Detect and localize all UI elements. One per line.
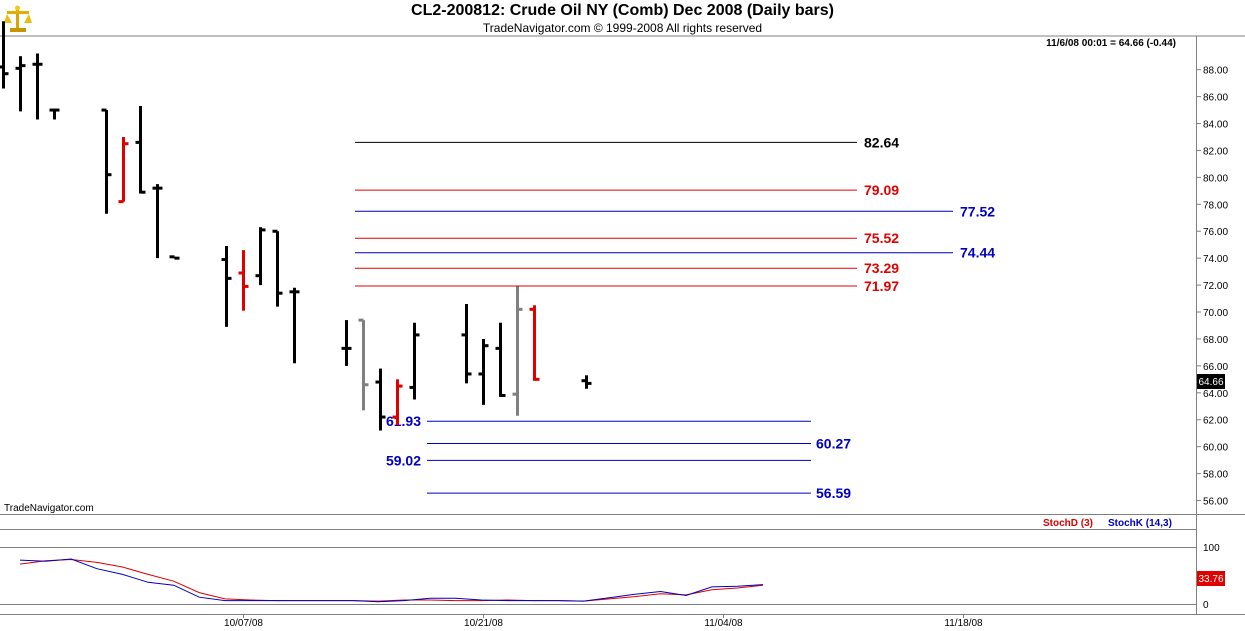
level-label: 74.44 <box>960 245 995 261</box>
level-label: 60.27 <box>816 436 851 452</box>
price-bar <box>529 305 540 381</box>
stoch-tick-label: 100 <box>1203 543 1220 554</box>
price-bar <box>512 286 523 416</box>
price-bar <box>135 106 146 194</box>
stochastic-lines <box>19 558 764 603</box>
date-tick-label: 11/04/08 <box>704 618 743 629</box>
price-panel-frame <box>0 35 1245 615</box>
stoch-last-label: 33.76 <box>1198 574 1223 585</box>
stoch-series-line <box>19 558 764 602</box>
price-axis: 56.00 58.00 60.00 62.00 64.00 66.00 68.00 70.00… <box>1196 66 1228 508</box>
price-bar <box>289 287 300 364</box>
watermark: TradeNavigator.com <box>4 503 94 514</box>
date-tick-label: 11/18/08 <box>944 618 983 629</box>
level-label: 77.52 <box>960 203 995 219</box>
quote-readout: 11/6/08 00:01 = 64.66 (-0.44) <box>1046 38 1176 49</box>
price-bar <box>221 246 232 327</box>
price-bar <box>358 318 369 411</box>
level-label: 61.93 <box>386 413 421 429</box>
level-label: 75.52 <box>864 230 899 246</box>
price-bar <box>272 229 283 307</box>
last-price-badge: 64.66 <box>1197 374 1225 389</box>
level-label: 79.09 <box>864 182 899 198</box>
stochastic-axis: 050100 <box>0 543 1220 611</box>
price-tick-label: 86.00 <box>1203 93 1228 104</box>
level-label: 56.59 <box>816 485 851 501</box>
price-bar <box>255 227 266 286</box>
chart-subtitle: TradeNavigator.com © 1999-2008 All right… <box>482 21 763 35</box>
price-tick-label: 74.00 <box>1203 254 1228 265</box>
level-label: 71.97 <box>864 278 899 294</box>
price-bar <box>49 108 60 120</box>
price-bar <box>152 184 163 259</box>
price-bar <box>409 322 420 400</box>
level-label: 59.02 <box>386 452 421 468</box>
title-bar: CL2-200812: Crude Oil NY (Comb) Dec 2008… <box>0 0 1245 36</box>
price-bar <box>495 322 506 398</box>
legend-stochk: StochK (14,3) <box>1108 518 1172 529</box>
price-bar <box>0 21 9 89</box>
price-bar <box>375 368 386 431</box>
price-tick-label: 58.00 <box>1203 470 1228 481</box>
price-tick-label: 66.00 <box>1203 362 1228 373</box>
level-label: 73.29 <box>864 260 899 276</box>
price-bar <box>32 53 43 120</box>
date-tick-label: 10/21/08 <box>464 618 503 629</box>
price-bar <box>478 338 489 405</box>
stoch-tick-label: 0 <box>1203 600 1209 611</box>
price-tick-label: 82.00 <box>1203 146 1228 157</box>
price-bar <box>118 136 129 204</box>
chart-title: CL2-200812: Crude Oil NY (Comb) Dec 2008… <box>411 2 834 19</box>
price-tick-label: 72.00 <box>1203 281 1228 292</box>
price-tick-label: 84.00 <box>1203 120 1228 131</box>
level-label: 82.64 <box>864 134 899 150</box>
scales-icon[interactable] <box>4 4 32 34</box>
price-tick-label: 88.00 <box>1203 66 1228 77</box>
price-bar <box>392 379 403 426</box>
price-tick-label: 64.00 <box>1203 389 1228 400</box>
price-tick-label: 70.00 <box>1203 308 1228 319</box>
price-tick-label: 62.00 <box>1203 416 1228 427</box>
price-bar <box>101 108 112 214</box>
price-bar <box>238 250 249 311</box>
date-axis: 10/07/08 10/21/08 11/04/08 11/18/08 <box>224 614 983 629</box>
price-tick-label: 80.00 <box>1203 173 1228 184</box>
price-bar <box>15 56 26 112</box>
stoch-last-badge: 33.76 <box>1197 571 1225 586</box>
price-tick-label: 68.00 <box>1203 335 1228 346</box>
price-bar <box>581 375 592 389</box>
price-tick-label: 76.00 <box>1203 227 1228 238</box>
level-lines: 82.64 79.09 77.52 75.52 74.44 73.29 71.97 61.93… <box>355 134 995 501</box>
last-price-label: 64.66 <box>1198 377 1223 388</box>
stoch-series-line <box>19 558 764 603</box>
price-tick-label: 60.00 <box>1203 443 1228 454</box>
price-tick-label: 78.00 <box>1203 200 1228 211</box>
date-tick-label: 10/07/08 <box>224 618 263 629</box>
price-bar <box>169 255 180 260</box>
stoch-legend: StochD (3) StochK (14,3) <box>1043 518 1172 529</box>
price-bar <box>341 320 352 366</box>
price-tick-label: 56.00 <box>1203 497 1228 508</box>
price-bar <box>461 303 472 384</box>
price-bars <box>0 21 592 431</box>
legend-stochd: StochD (3) <box>1043 518 1093 529</box>
